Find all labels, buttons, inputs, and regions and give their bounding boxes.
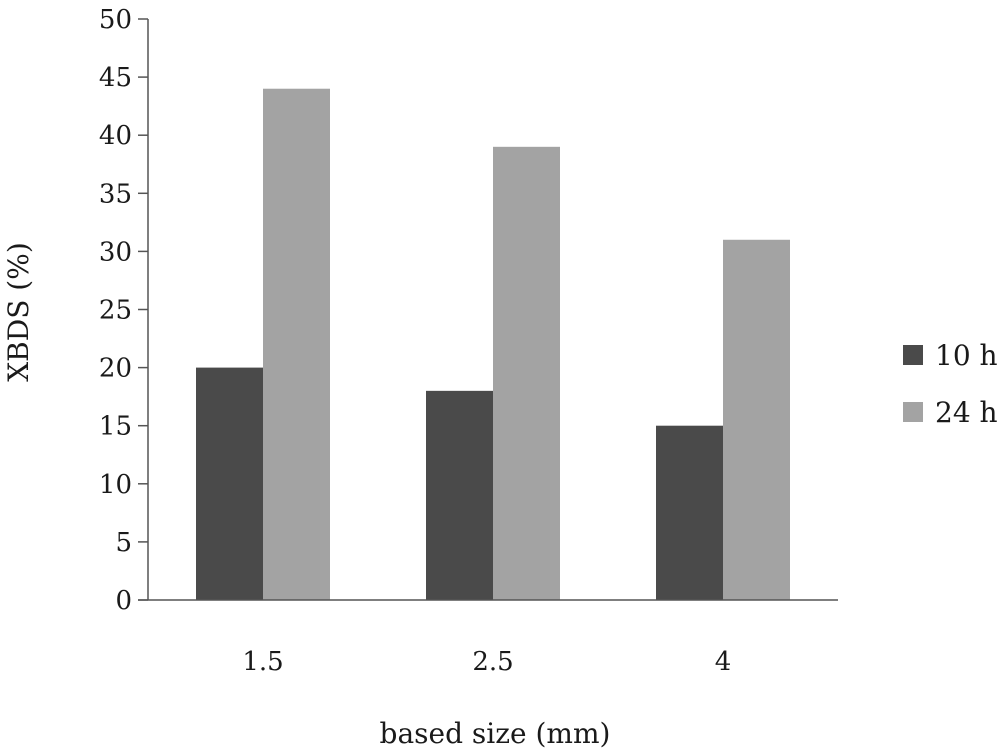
y-tick-label: 15 xyxy=(99,412,132,442)
x-axis-ticks: 1.5 2.5 4 xyxy=(242,647,731,677)
x-axis-title: based size (mm) xyxy=(380,717,611,750)
y-tick-label: 20 xyxy=(99,354,132,384)
y-tick-label: 30 xyxy=(99,237,132,267)
x-tick-label: 1.5 xyxy=(242,647,283,677)
y-tick-label: 40 xyxy=(99,121,132,151)
y-tick-label: 45 xyxy=(99,63,132,93)
y-tick-label: 0 xyxy=(115,586,132,616)
legend-swatch xyxy=(903,402,923,422)
axes xyxy=(138,19,838,601)
legend-label: 24 h xyxy=(935,396,998,429)
y-tick-label: 25 xyxy=(99,296,132,326)
bar-10h-4 xyxy=(656,425,723,600)
x-tick-label: 4 xyxy=(715,647,732,677)
bar-24h-2.5 xyxy=(493,146,560,600)
bar-10h-2.5 xyxy=(426,390,493,600)
legend-swatch xyxy=(903,345,923,365)
y-tick-label: 10 xyxy=(99,470,132,500)
bar-24h-1.5 xyxy=(263,88,330,600)
y-axis-title: XBDS (%) xyxy=(2,242,35,382)
legend-label: 10 h xyxy=(935,339,998,372)
y-tick-label: 5 xyxy=(115,528,132,558)
y-tick-label: 50 xyxy=(99,5,132,35)
y-tick-label: 35 xyxy=(99,179,132,209)
x-tick-label: 2.5 xyxy=(472,647,513,677)
bars xyxy=(196,88,790,600)
bar-10h-1.5 xyxy=(196,367,263,600)
bar-24h-4 xyxy=(723,239,790,600)
legend: 10 h 24 h xyxy=(903,339,998,429)
y-axis-ticks: 0 5 10 15 20 25 30 35 40 45 50 xyxy=(99,5,148,616)
